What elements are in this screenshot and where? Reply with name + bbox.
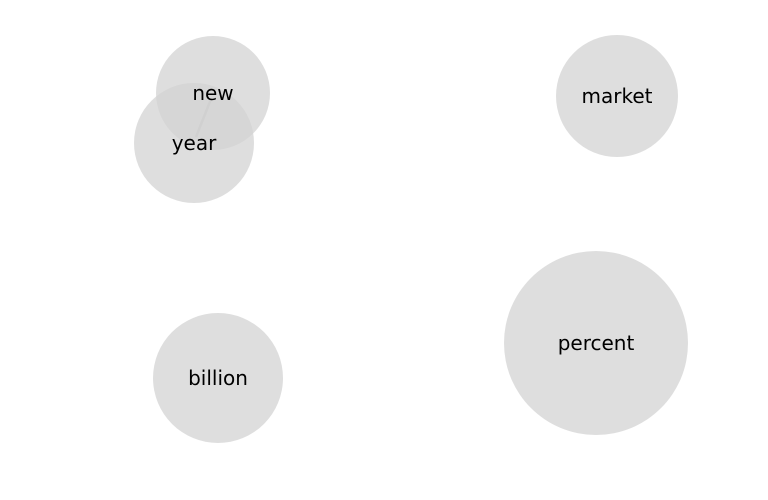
node-billion [153,313,283,443]
node-market-circle [556,35,678,157]
labels-layer: new year market percent billion [172,81,653,390]
node-billion-circle [153,313,283,443]
node-market-label: market [582,84,653,108]
node-market [556,35,678,157]
node-year-circle [134,83,254,203]
node-year-label: year [172,131,217,155]
node-percent [504,251,688,435]
node-new-label: new [192,81,233,105]
nodes-layer [134,35,688,443]
node-percent-label: percent [558,331,635,355]
node-year [134,83,254,203]
node-billion-label: billion [188,366,248,390]
node-percent-circle [504,251,688,435]
